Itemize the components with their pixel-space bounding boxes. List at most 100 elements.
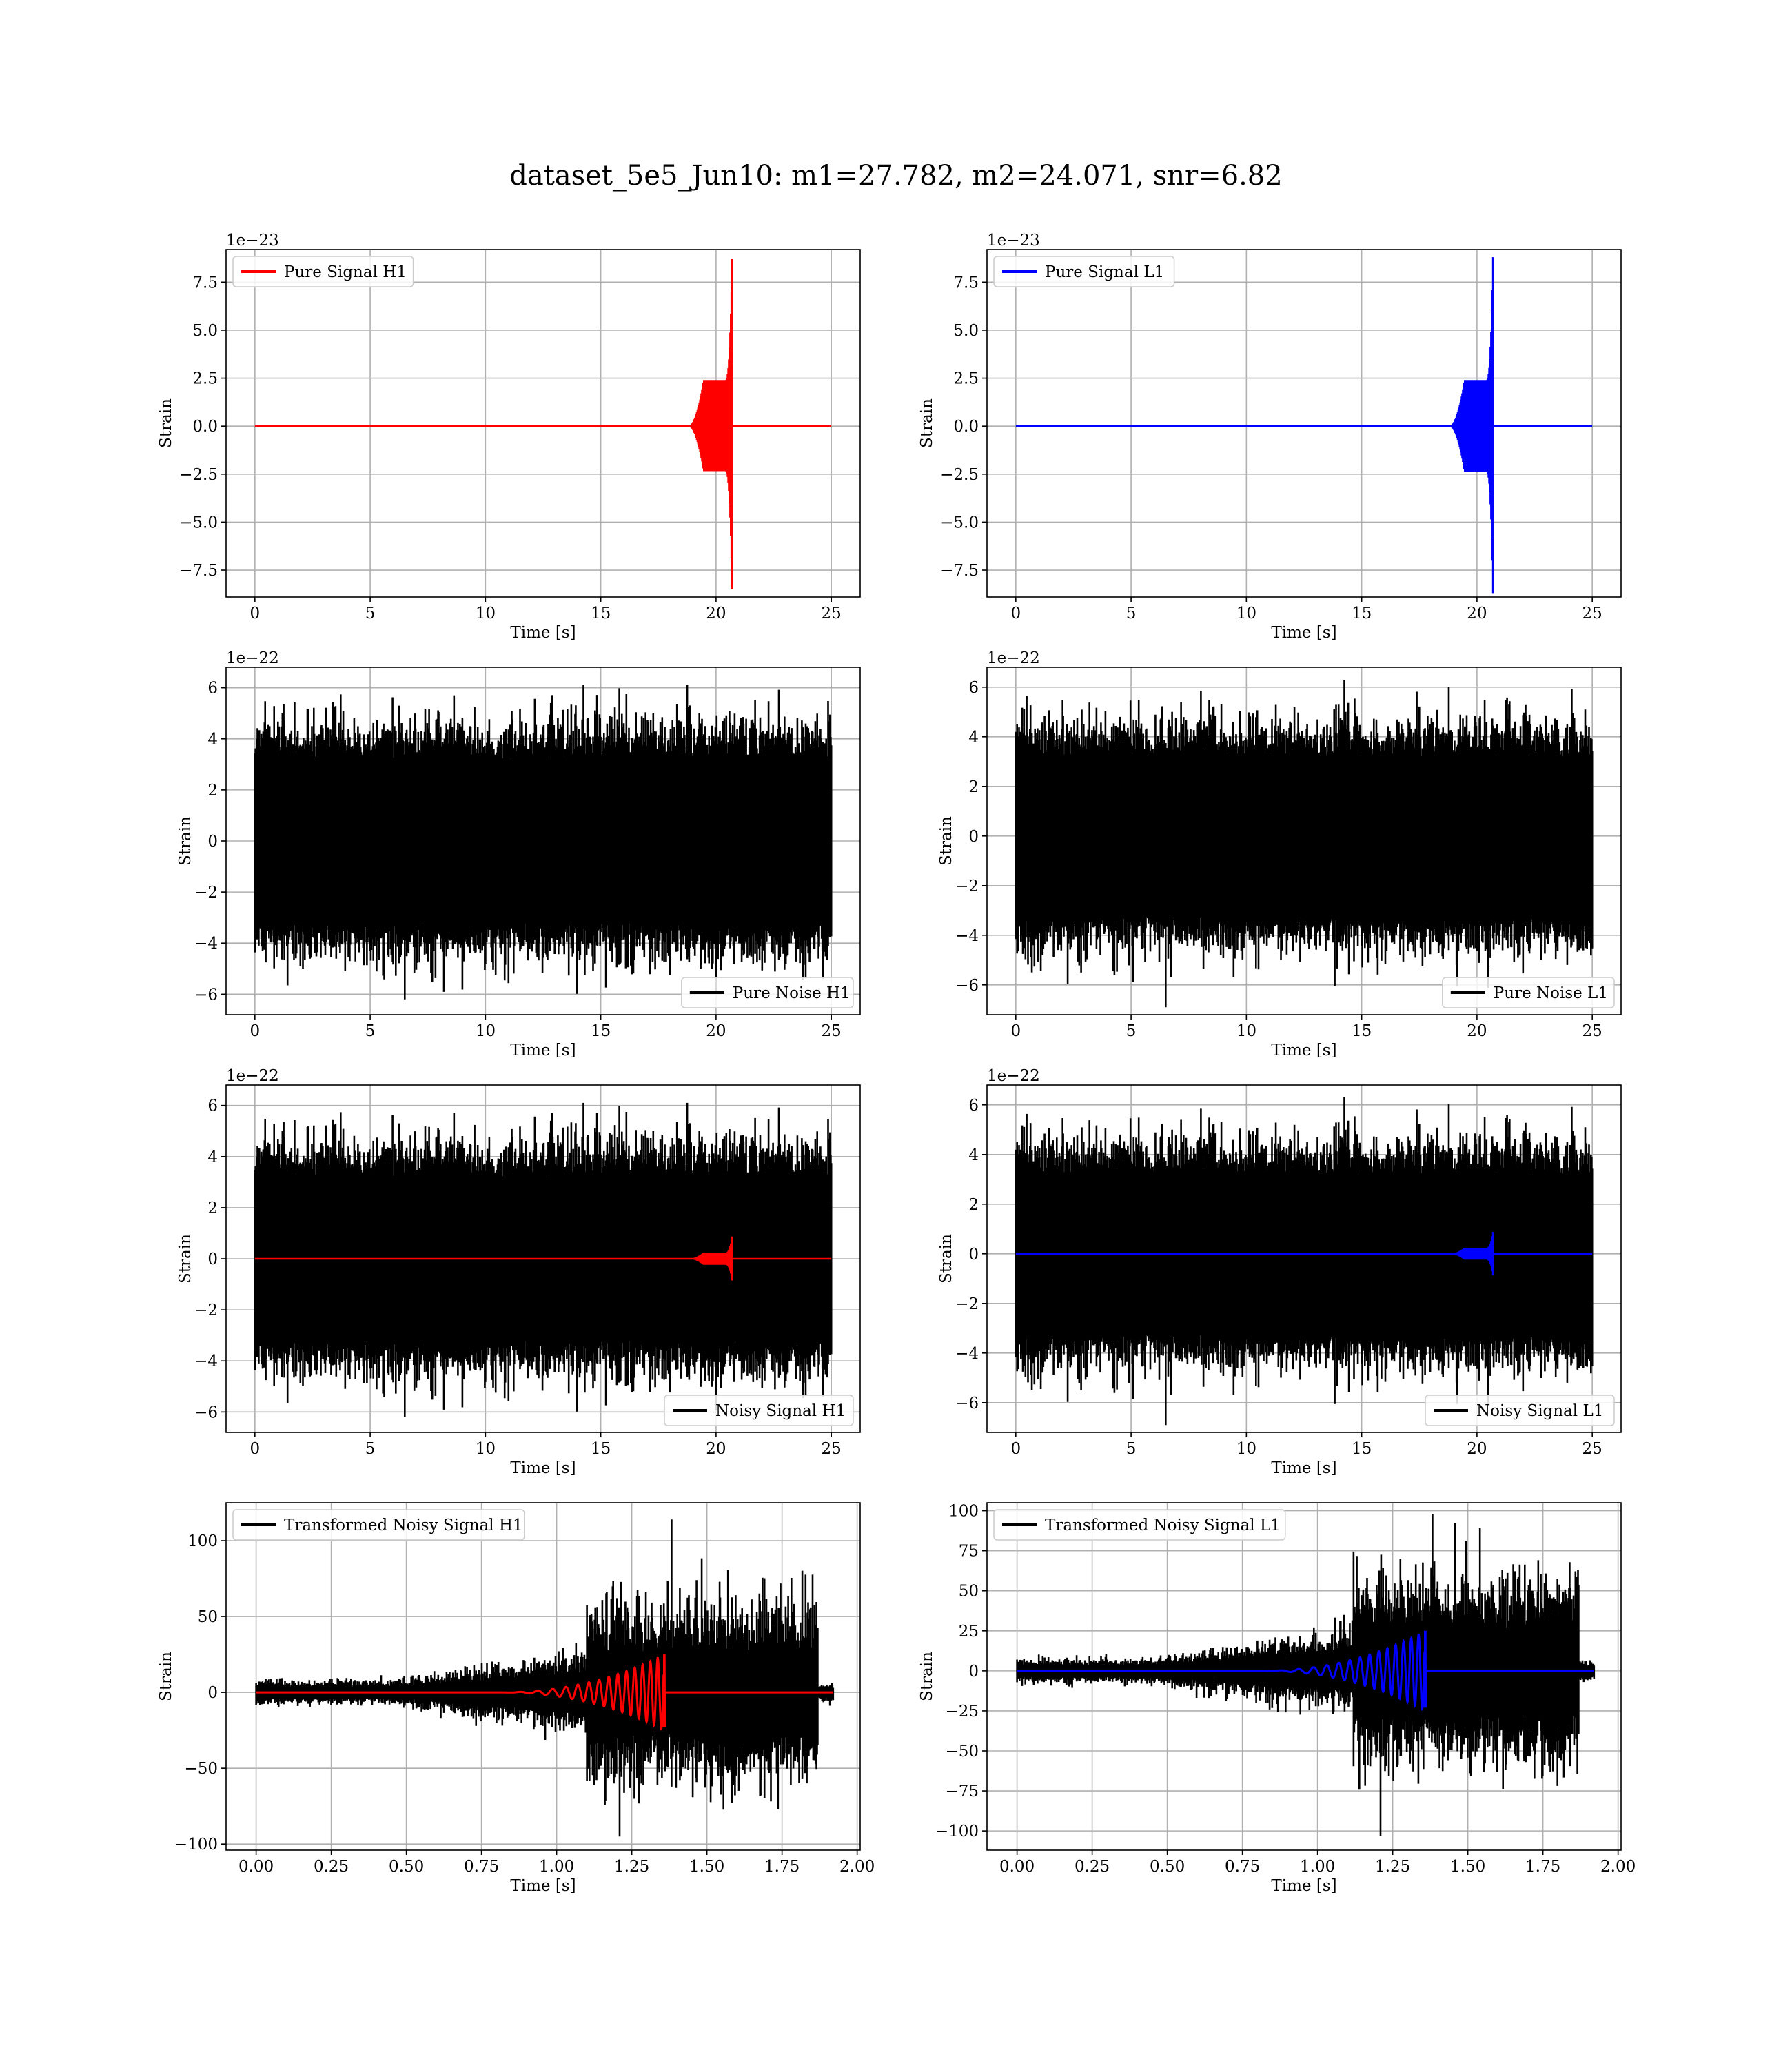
legend: Pure Signal L1	[993, 256, 1175, 287]
series-line-pure-signal-l1	[1015, 257, 1593, 594]
series-line-transformed-noisy-signal-l1-overlay-1	[1017, 1630, 1594, 1712]
y-tick-label: −50	[184, 1760, 218, 1778]
axes-frame	[986, 1084, 1622, 1433]
y-tick-label: 25	[959, 1623, 979, 1641]
series-group	[254, 258, 832, 589]
y-tick-label: 50	[959, 1583, 979, 1601]
y-tick-label: 2	[207, 782, 218, 800]
y-axis-label: Strain	[157, 398, 175, 448]
legend-label: Transformed Noisy Signal H1	[284, 1517, 523, 1534]
y-tick-label: 2	[968, 1196, 979, 1214]
x-tick-label: 5	[1126, 1022, 1137, 1040]
y-tick-label: −4	[955, 1345, 979, 1363]
chart-transformed-noisy-signal-h1: 0.00 0.25 0.50 0.75 1.00 1.25 1.50 1.75 2.00 −100…	[157, 1502, 875, 1895]
y-tick-label: 5.0	[953, 322, 979, 340]
y-tick-label: 6	[207, 680, 218, 698]
y-tick-label: −7.5	[179, 562, 218, 580]
y-tick-label: 2.5	[953, 370, 979, 388]
x-tick-label: 2.00	[839, 1858, 875, 1876]
y-tick-label: 75	[959, 1543, 979, 1561]
x-tick-label: 0	[1010, 605, 1021, 622]
x-tick-label: 0	[250, 1022, 260, 1040]
legend: Pure Noise L1	[1442, 977, 1615, 1008]
y-tick-label: 50	[198, 1608, 218, 1626]
legend-box	[664, 1395, 854, 1426]
offset-text: 1e−22	[987, 649, 1040, 667]
y-tick-label: 7.5	[953, 274, 979, 292]
legend-box	[993, 256, 1175, 287]
chart-transformed-noisy-signal-l1: 0.00 0.25 0.50 0.75 1.00 1.25 1.50 1.75 2.00 −100…	[918, 1502, 1636, 1895]
x-tick-label: 0.50	[1150, 1858, 1185, 1876]
y-tick-label: 2	[968, 778, 979, 796]
legend-label: Pure Signal H1	[284, 263, 407, 281]
x-tick-label: 25	[822, 1440, 842, 1458]
series-line-transformed-noisy-signal-h1-overlay-1	[256, 1654, 833, 1731]
legend-box	[993, 1509, 1286, 1541]
x-tick-label: 1.25	[1375, 1858, 1410, 1876]
series-line-pure-noise-l1	[1015, 680, 1594, 1008]
x-tick-label: 2.00	[1600, 1858, 1636, 1876]
x-axis-label: Time [s]	[1271, 1042, 1336, 1060]
y-tick-label: 0	[968, 828, 979, 846]
x-tick-label: 1.50	[689, 1858, 724, 1876]
y-tick-label: 6	[968, 1097, 979, 1115]
x-tick-label: 25	[822, 605, 842, 622]
y-tick-label: −2.5	[940, 466, 979, 484]
x-tick-label: 15	[591, 605, 611, 622]
legend-label: Noisy Signal H1	[715, 1402, 846, 1420]
x-tick-label: 0.25	[314, 1858, 349, 1876]
y-tick-label: 2.5	[192, 370, 218, 388]
series-group	[1015, 680, 1594, 1008]
offset-text: 1e−22	[226, 649, 279, 667]
offset-text: 1e−22	[987, 1067, 1040, 1085]
chart-pure-signal-l1: 0 5 10 15 20 25 −7.5 −5.0 −2.5 0.0 2.5 5.0 7.5 Time […	[918, 232, 1622, 642]
chart-pure-noise-h1: 0 5 10 15 20 25 −6 −4 −2 0 2 4 6 Time [s] Strain 1e−22 P…	[176, 649, 861, 1060]
y-axis-label: Strain	[918, 1652, 936, 1701]
y-tick-label: −7.5	[940, 562, 979, 580]
y-tick-label: 7.5	[192, 274, 218, 292]
series-line-noisy-signal-h1-overlay-1	[254, 1236, 832, 1281]
legend-label: Pure Noise L1	[1494, 984, 1608, 1002]
chart-noisy-signal-l1: 0 5 10 15 20 25 −6 −4 −2 0 2 4 6 Time [s] Strain 1e−22 N…	[937, 1067, 1622, 1477]
y-tick-label: −2	[955, 878, 979, 895]
x-tick-label: 0.75	[464, 1858, 499, 1876]
x-tick-label: 10	[476, 1440, 496, 1458]
y-axis-label: Strain	[176, 1234, 194, 1284]
legend-box	[232, 1509, 525, 1541]
x-tick-label: 25	[1582, 1440, 1602, 1458]
x-axis-label: Time [s]	[510, 1877, 576, 1895]
x-tick-label: 25	[1582, 1022, 1602, 1040]
y-tick-label: −50	[945, 1743, 979, 1761]
y-tick-label: 0	[968, 1663, 979, 1681]
axes-frame	[225, 1502, 861, 1851]
x-tick-label: 15	[591, 1440, 611, 1458]
y-tick-label: 2	[207, 1199, 218, 1217]
y-tick-label: 5.0	[192, 322, 218, 340]
y-tick-label: −5.0	[179, 514, 218, 531]
x-axis-label: Time [s]	[510, 1042, 576, 1060]
axes-frame	[225, 249, 861, 598]
legend: Pure Signal H1	[232, 256, 414, 287]
offset-text: 1e−22	[226, 1067, 279, 1085]
y-tick-label: −100	[174, 1836, 218, 1854]
x-tick-label: 25	[1582, 605, 1602, 622]
x-tick-label: 10	[476, 1022, 496, 1040]
y-tick-label: −100	[935, 1823, 979, 1841]
y-tick-label: −4	[194, 1352, 218, 1370]
x-axis-label: Time [s]	[510, 1459, 576, 1477]
y-tick-label: −2.5	[179, 466, 218, 484]
legend-box	[681, 977, 854, 1008]
x-tick-label: 20	[706, 1022, 726, 1040]
x-tick-label: 25	[822, 1022, 842, 1040]
x-tick-label: 20	[1467, 605, 1487, 622]
offset-text: 1e−23	[226, 232, 279, 250]
series-group	[254, 1102, 833, 1417]
series-line-noisy-signal-l1	[1015, 1097, 1594, 1426]
legend-box	[232, 256, 414, 287]
y-tick-label: 4	[968, 1146, 979, 1164]
y-tick-label: 0	[207, 833, 218, 851]
chart-noisy-signal-h1: 0 5 10 15 20 25 −6 −4 −2 0 2 4 6 Time [s] Strain 1e−22 N…	[176, 1067, 861, 1477]
legend: Transformed Noisy Signal H1	[232, 1509, 525, 1541]
